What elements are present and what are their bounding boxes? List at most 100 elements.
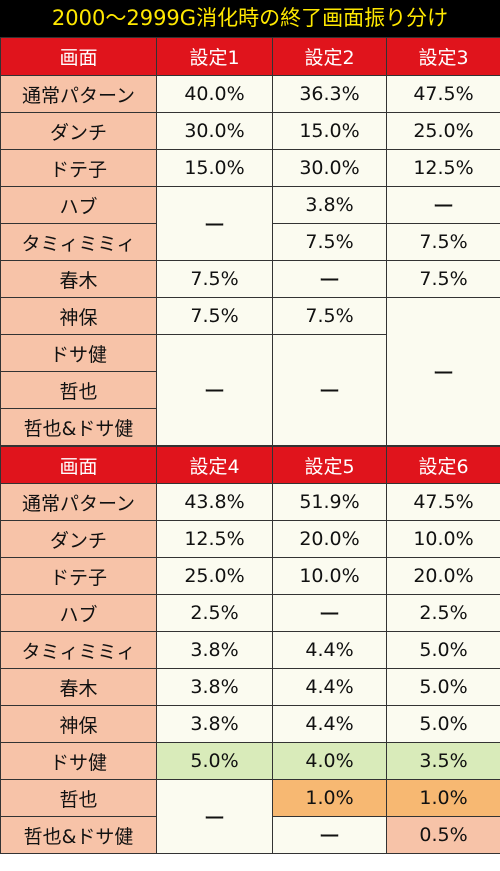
page-title: 2000～2999G消化時の終了画面振り分け (0, 0, 500, 37)
row-label: タミィミミィ (0, 631, 157, 669)
row-label: 春木 (0, 260, 157, 298)
table-row: 春木 3.8% 4.4% 5.0% (0, 668, 500, 706)
table-cell-highlight: 4.0% (272, 742, 387, 780)
table-cell: 2.5% (386, 594, 500, 632)
distribution-table-1: 画面 設定1 設定2 設定3 通常パターン 40.0% 36.3% 47.5% … (0, 37, 500, 446)
table-cell: 7.5% (272, 223, 387, 261)
row-label: ドテ子 (0, 149, 157, 187)
table-cell: 4.4% (272, 705, 387, 743)
header-setting-5: 設定5 (272, 446, 387, 484)
row-label: 哲也 (0, 779, 157, 817)
table-row: ハブ 2.5% ー 2.5% (0, 594, 500, 632)
row-label: タミィミミィ (0, 223, 157, 261)
table-row: ダンチ 12.5% 20.0% 10.0% (0, 520, 500, 558)
table-cell-highlight: 1.0% (386, 779, 500, 817)
header-setting-2: 設定2 (272, 37, 387, 76)
table-cell-merged: ー (156, 334, 273, 446)
table-cell: 47.5% (386, 75, 500, 113)
table-cell: 15.0% (272, 112, 387, 150)
header-screen: 画面 (0, 37, 157, 76)
table-cell: 51.9% (272, 483, 387, 521)
row-label: ハブ (0, 186, 157, 224)
table-row: ドサ健 ー ー (0, 334, 500, 446)
table-row: タミィミミィ 3.8% 4.4% 5.0% (0, 631, 500, 669)
table-cell: 7.5% (156, 260, 273, 298)
table-cell: 5.0% (386, 705, 500, 743)
row-label: ダンチ (0, 112, 157, 150)
distribution-table-2: 画面 設定4 設定5 設定6 通常パターン 43.8% 51.9% 47.5% … (0, 446, 500, 854)
table-cell: 3.8% (156, 705, 273, 743)
table-row: ドテ子 15.0% 30.0% 12.5% (0, 149, 500, 187)
table-cell: 3.8% (272, 186, 387, 224)
table-cell-merged: ー (386, 297, 500, 446)
table-cell-merged: ー (156, 186, 273, 261)
table-cell: 30.0% (156, 112, 273, 150)
table-cell-highlight: 3.5% (386, 742, 500, 780)
row-label: ドサ健 (0, 334, 157, 372)
table-cell: 7.5% (386, 260, 500, 298)
table-row: 神保 7.5% 7.5% ー (0, 297, 500, 446)
table-cell: ー (272, 816, 387, 854)
table-cell: 36.3% (272, 75, 387, 113)
table-cell: 47.5% (386, 483, 500, 521)
table-row: ドサ健 5.0% 4.0% 3.5% (0, 742, 500, 780)
table-header-row: 画面 設定4 設定5 設定6 (0, 446, 500, 484)
row-label: 通常パターン (0, 483, 157, 521)
table-row: 通常パターン 40.0% 36.3% 47.5% (0, 75, 500, 113)
table-cell: 7.5% (272, 297, 387, 335)
table-row: 通常パターン 43.8% 51.9% 47.5% (0, 483, 500, 521)
row-label: 通常パターン (0, 75, 157, 113)
table-row: 哲也&ドサ健 ー 0.5% (0, 816, 500, 854)
table-row: 哲也 (0, 371, 500, 409)
table-cell-highlight: 5.0% (156, 742, 273, 780)
table-cell: 40.0% (156, 75, 273, 113)
row-label: 神保 (0, 705, 157, 743)
table-cell: 30.0% (272, 149, 387, 187)
table-cell-merged: ー (156, 779, 273, 854)
table-cell: 10.0% (272, 557, 387, 595)
table-cell: 2.5% (156, 594, 273, 632)
table-cell: 25.0% (386, 112, 500, 150)
table-cell: ー (272, 594, 387, 632)
table-cell: ー (386, 186, 500, 224)
row-label: 哲也&ドサ健 (0, 816, 157, 854)
table-cell: ー (272, 260, 387, 298)
table-header-row: 画面 設定1 設定2 設定3 (0, 37, 500, 76)
header-setting-3: 設定3 (386, 37, 500, 76)
table-cell: 15.0% (156, 149, 273, 187)
table-cell-merged: ー (272, 334, 387, 446)
table-cell: 5.0% (386, 631, 500, 669)
header-screen: 画面 (0, 446, 157, 484)
table-cell-highlight: 1.0% (272, 779, 387, 817)
table-cell-highlight: 0.5% (386, 816, 500, 854)
row-label: ハブ (0, 594, 157, 632)
table-cell: 20.0% (272, 520, 387, 558)
table-cell: 43.8% (156, 483, 273, 521)
table-row: ドテ子 25.0% 10.0% 20.0% (0, 557, 500, 595)
row-label: ドテ子 (0, 557, 157, 595)
table-cell: 12.5% (386, 149, 500, 187)
row-label: ドサ健 (0, 742, 157, 780)
row-label: 哲也&ドサ健 (0, 408, 157, 446)
table-cell: 20.0% (386, 557, 500, 595)
table-cell: 4.4% (272, 668, 387, 706)
table-row: 神保 3.8% 4.4% 5.0% (0, 705, 500, 743)
row-label: 哲也 (0, 371, 157, 409)
table-row: 春木 7.5% ー 7.5% (0, 260, 500, 298)
table-cell: 3.8% (156, 668, 273, 706)
header-setting-6: 設定6 (386, 446, 500, 484)
table-cell: 5.0% (386, 668, 500, 706)
table-cell: 7.5% (156, 297, 273, 335)
table-cell: 7.5% (386, 223, 500, 261)
row-label: 春木 (0, 668, 157, 706)
header-setting-1: 設定1 (156, 37, 273, 76)
table-cell: 4.4% (272, 631, 387, 669)
table-cell: 12.5% (156, 520, 273, 558)
table-cell: 3.8% (156, 631, 273, 669)
table-row: 哲也&ドサ健 (0, 408, 500, 446)
table-cell: 25.0% (156, 557, 273, 595)
header-setting-4: 設定4 (156, 446, 273, 484)
table-row: ハブ ー 3.8% ー (0, 186, 500, 261)
table-row: タミィミミィ 7.5% 7.5% (0, 223, 500, 261)
row-label: ダンチ (0, 520, 157, 558)
